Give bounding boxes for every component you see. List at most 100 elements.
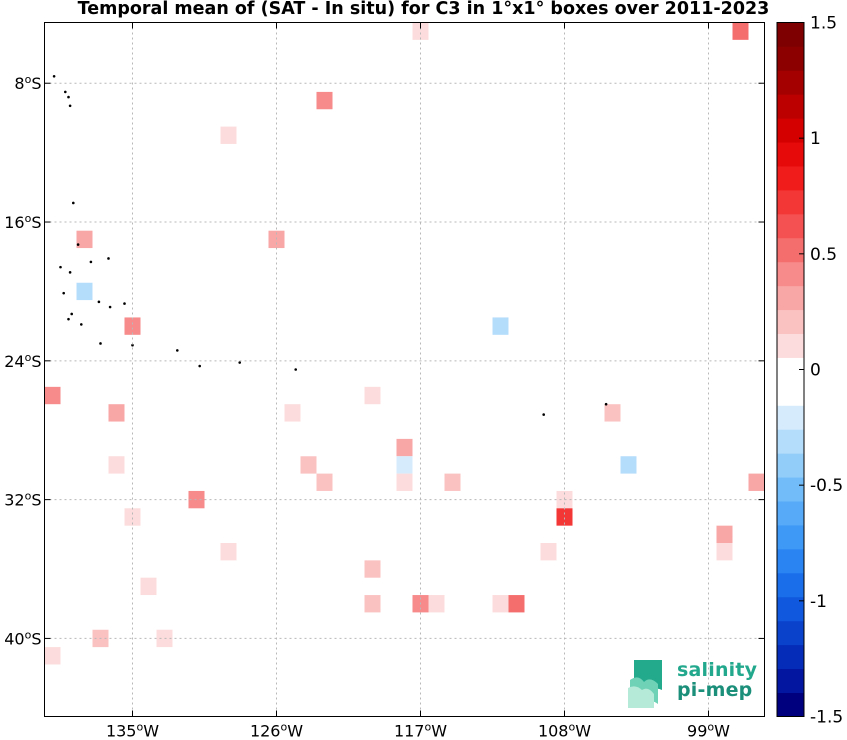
colorbar-swatch <box>777 142 804 167</box>
colorbar-tick-label: -1 <box>810 592 827 612</box>
island-mark <box>59 265 62 269</box>
colorbar-tick-label: 0.5 <box>810 245 837 265</box>
island-mark <box>64 90 67 94</box>
heatmap-cell <box>300 456 317 474</box>
colorbar-swatch <box>777 333 804 358</box>
heatmap-cell <box>108 456 125 474</box>
colorbar-tick-label: 1.5 <box>810 14 837 34</box>
heatmap-cell <box>556 508 573 526</box>
x-tick-label: 99oW <box>687 721 730 740</box>
heatmap-cell <box>108 404 125 422</box>
colorbar-swatch <box>777 22 804 47</box>
heatmap-cell <box>492 595 509 613</box>
island-mark <box>68 104 72 108</box>
logo-text-salinity: salinity <box>677 659 758 681</box>
heatmap-cell <box>700 386 717 405</box>
heatmap-cell <box>572 647 589 665</box>
island-mark <box>108 305 112 309</box>
heatmap-cell <box>316 456 333 474</box>
colorbar-swatch <box>777 381 804 406</box>
y-tick-label: 16oS <box>4 212 41 232</box>
heatmap-cell <box>620 456 637 474</box>
heatmap-cell <box>396 473 413 491</box>
colorbar-swatch <box>777 190 804 215</box>
island-mark <box>238 361 241 364</box>
island-mark <box>89 260 93 264</box>
heatmap-cell <box>220 543 237 561</box>
colorbar-swatch <box>777 70 804 95</box>
gridlines-layer <box>44 22 765 717</box>
heatmap-cell <box>492 317 509 335</box>
heatmap-cell <box>124 508 141 526</box>
heatmap-cell <box>140 577 157 596</box>
colorbar-tick-label: -1.5 <box>810 708 843 728</box>
island-mark <box>99 342 102 345</box>
wave-logo-icon <box>628 660 662 708</box>
island-mark <box>70 312 73 316</box>
salinity-pi-mep-logo: salinity pi-mep <box>628 659 758 708</box>
island-mark <box>107 257 110 260</box>
island-mark <box>67 317 70 321</box>
island-mark <box>294 368 298 371</box>
island-mark <box>131 343 134 347</box>
heatmap-cell <box>364 560 381 578</box>
colorbar-swatch <box>777 46 804 71</box>
colorbar-swatch <box>777 525 804 550</box>
heatmap-cell <box>396 438 413 457</box>
heatmap-cell <box>316 91 333 110</box>
colorbar-swatch <box>777 237 804 263</box>
plot-frame <box>44 22 765 717</box>
colorbar-swatch <box>777 501 804 526</box>
colorbar-swatch <box>777 548 804 574</box>
heatmap-cell <box>748 438 765 457</box>
heatmap-cell <box>316 473 333 491</box>
colorbar-tick-label: 1 <box>810 129 821 149</box>
heatmap-cell <box>540 543 557 561</box>
heatmap-cell <box>716 525 733 543</box>
colorbar-swatch <box>777 213 804 239</box>
heatmap-cell <box>428 595 445 613</box>
heatmap-cell <box>44 647 61 665</box>
heatmap-cell <box>748 473 765 491</box>
y-tick-label: 8oS <box>14 73 41 93</box>
colorbar-swatch <box>777 309 804 335</box>
heatmap-cell <box>140 647 157 665</box>
heatmap-cell <box>76 230 93 249</box>
heatmap-cell <box>92 456 109 474</box>
colorbar: 1.5 1 0.5 0 -0.5 -1 -1.5 <box>776 14 843 728</box>
colorbar-swatch <box>777 453 804 478</box>
colorbar-swatch <box>777 692 804 717</box>
island-mark <box>67 95 70 99</box>
colorbar-swatch <box>777 620 804 646</box>
heatmap-cell <box>44 386 61 405</box>
colorbar-swatch <box>777 118 804 143</box>
heatmap-cell <box>396 508 413 526</box>
island-mark <box>542 413 545 416</box>
colorbar-swatch <box>777 572 804 598</box>
island-mark <box>72 201 75 205</box>
logo-text-pi-mep: pi-mep <box>677 679 753 701</box>
x-tick-label: 117oW <box>394 721 447 740</box>
colorbar-swatch <box>777 405 804 430</box>
heatmap-cell <box>284 230 301 249</box>
heatmap-cell <box>604 404 621 422</box>
island-mark <box>68 271 72 274</box>
x-tick-label: 126oW <box>250 721 303 740</box>
heatmap-cell <box>348 317 365 335</box>
heatmap-cell <box>364 508 381 526</box>
island-mark <box>52 74 56 78</box>
colorbar-swatch <box>777 644 804 670</box>
land-islands-layer <box>52 74 608 416</box>
colorbar-swatch <box>777 285 804 311</box>
heatmap-cell <box>444 473 461 491</box>
heatmap-cell <box>412 22 429 40</box>
heatmap-cell <box>716 543 733 561</box>
colorbar-swatch <box>777 166 804 191</box>
heatmap-cell <box>508 595 525 613</box>
colorbar-swatch <box>777 261 804 287</box>
y-tick-label: 40oS <box>4 628 41 648</box>
island-mark <box>176 349 179 352</box>
island-mark <box>80 323 83 326</box>
y-tick-label: 32oS <box>4 490 41 510</box>
island-mark <box>76 243 80 246</box>
